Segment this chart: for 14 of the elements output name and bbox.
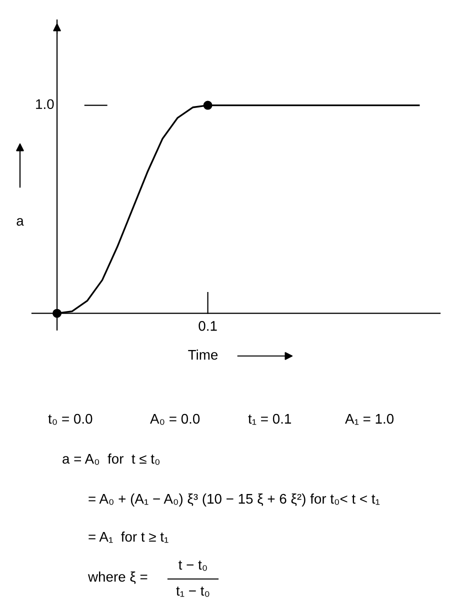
text: 0.1 (198, 321, 217, 331)
text: a = A₀ for t ≤ t₀ (62, 454, 160, 465)
y-axis-title: a (16, 218, 24, 226)
text: t − t₀ (178, 560, 207, 571)
text: t₁ − t₀ (176, 586, 210, 597)
text: A₀ = 0.0 (150, 414, 200, 425)
text: where ξ = (88, 572, 148, 584)
text: = A₁ for t ≥ t₁ (88, 532, 168, 543)
text: t₀ = 0.0 (48, 414, 92, 425)
text: A₁ = 1.0 (345, 414, 394, 425)
annotation: 1.0 (36, 99, 54, 110)
text: t₁ = 0.1 (248, 414, 292, 425)
x-axis-title: Time (188, 350, 218, 360)
text: = A₀ + (A₁ − A₀) ξ³ (10 − 15 ξ + 6 ξ²) for t₀< t < t₁ (88, 494, 380, 506)
